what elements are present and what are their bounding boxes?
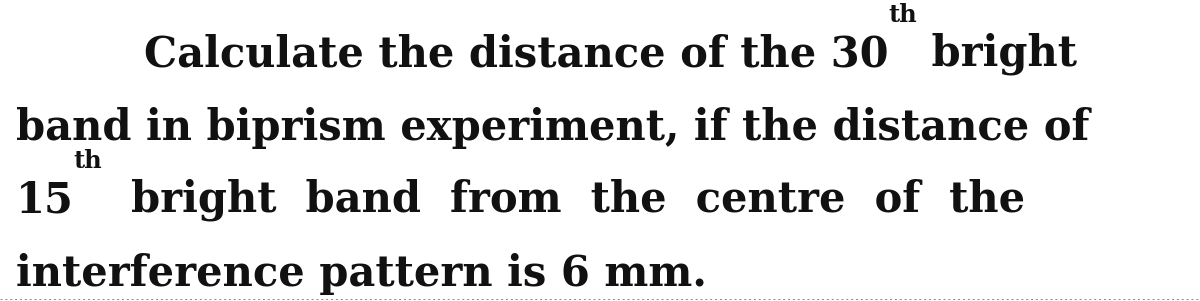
Text: 15: 15 bbox=[16, 179, 73, 221]
Text: interference pattern is 6 mm.: interference pattern is 6 mm. bbox=[16, 253, 707, 295]
Text: bright  band  from  the  centre  of  the: bright band from the centre of the bbox=[102, 179, 1025, 222]
Text: bright: bright bbox=[917, 33, 1078, 76]
Text: Calculate the distance of the 30: Calculate the distance of the 30 bbox=[144, 33, 889, 75]
Text: th: th bbox=[73, 149, 102, 173]
Text: band in biprism experiment, if the distance of: band in biprism experiment, if the dista… bbox=[16, 107, 1088, 149]
Text: th: th bbox=[889, 3, 917, 27]
